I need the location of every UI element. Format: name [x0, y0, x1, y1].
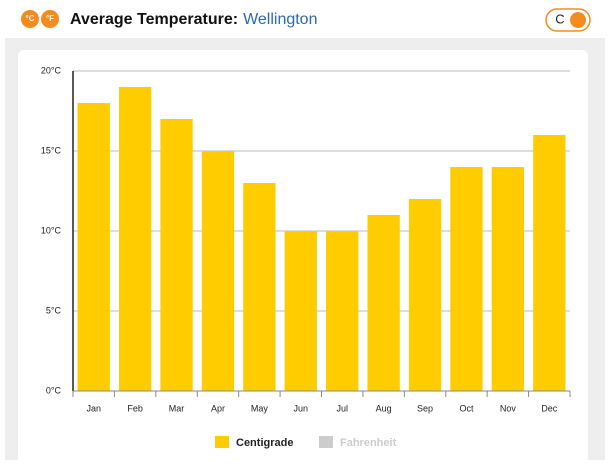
legend-swatch: [215, 436, 229, 448]
bar: [77, 103, 110, 391]
x-tick-label: Apr: [211, 403, 225, 413]
x-tick-label: Feb: [127, 403, 143, 413]
legend-label-inactive[interactable]: Fahrenheit: [340, 437, 397, 449]
x-tick-label: Mar: [169, 403, 185, 413]
fahrenheit-icon-label: °F: [46, 14, 54, 23]
x-tick-label: Nov: [500, 403, 517, 413]
bar: [160, 119, 193, 391]
y-tick-label: 5°C: [46, 305, 62, 315]
legend-label: Centigrade: [236, 437, 293, 449]
y-tick-label: 10°C: [41, 225, 62, 235]
location[interactable]: Wellington: [243, 11, 317, 28]
y-tick-label: 20°C: [41, 65, 62, 75]
y-tick-label: 0°C: [46, 385, 62, 395]
celsius-icon-label: °C: [26, 14, 35, 23]
toggle-knob: [570, 12, 586, 28]
x-tick-label: Jul: [336, 403, 348, 413]
x-tick-label: Aug: [376, 403, 392, 413]
y-tick-label: 15°C: [41, 145, 62, 155]
bar: [201, 151, 235, 391]
bar: [533, 135, 566, 391]
x-tick-label: Jun: [294, 403, 309, 413]
bar: [243, 183, 276, 391]
celsius-icon[interactable]: [21, 10, 39, 28]
bar: [491, 167, 525, 391]
bar: [408, 199, 442, 391]
x-tick-label: Dec: [541, 403, 558, 413]
bar: [450, 167, 483, 391]
bar: [118, 87, 152, 391]
bar: [367, 215, 400, 391]
bar: [326, 231, 359, 391]
x-tick-label: May: [251, 403, 269, 413]
x-tick-label: Sep: [417, 403, 433, 413]
fahrenheit-icon[interactable]: [41, 10, 59, 28]
x-tick-label: Oct: [459, 403, 474, 413]
legend-swatch-inactive: [319, 436, 333, 448]
x-tick-label: Jan: [86, 403, 101, 413]
toggle-label: C: [555, 11, 564, 26]
title-text: Average Temperature:: [70, 11, 238, 28]
bar: [284, 231, 317, 391]
title: Average Temperature: Wellington: [70, 11, 317, 28]
